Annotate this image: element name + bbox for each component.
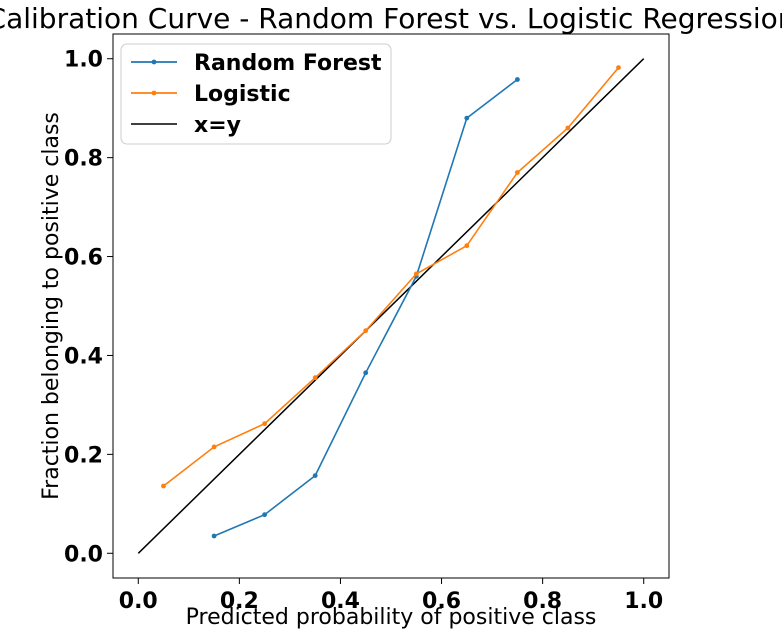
x-tick-label: 0.8 [523,589,562,614]
data-point [312,473,318,478]
legend-item: x=y [131,113,241,138]
data-point [262,421,267,427]
data-point [262,512,267,518]
x-tick-label: 0.6 [422,589,461,614]
data-point [211,533,217,539]
y-tick-label: 0.8 [64,147,103,172]
x-tick-label: 0.2 [220,589,259,614]
data-point [363,370,369,376]
data-point [515,77,520,82]
y-tick-label: 1.0 [64,48,103,73]
plot-frame [112,33,670,579]
series-random-forest [211,77,520,539]
chart-title: Calibration Curve - Random Forest vs. Lo… [0,2,782,35]
data-point [515,170,520,175]
legend: Random Forest Logistic x=y [120,43,392,145]
data-point [363,328,369,334]
data-point [161,483,166,489]
data-point [565,125,571,131]
data-point [464,243,470,249]
legend-label: x=y [194,113,241,138]
y-tick-label: 0.0 [64,542,103,567]
legend-item: Random Forest [131,51,382,76]
data-point [616,65,621,70]
data-point [211,444,217,450]
series-line [163,67,620,487]
x-axis: 0.0 0.2 0.4 0.6 0.8 1.0 [119,578,663,614]
x-tick-label: 0.4 [321,589,360,614]
plot-area: 0.0 0.2 0.4 0.6 0.8 1.0 0.0 0.2 0.4 0.6 0.8 1.0 [64,33,670,614]
legend-label: Random Forest [194,51,382,76]
y-tick-label: 0.2 [64,443,103,468]
y-axis: 0.0 0.2 0.4 0.6 0.8 1.0 [64,48,113,567]
legend-item: Logistic [131,82,291,107]
series-layer [137,58,645,554]
x-axis-label: Predicted probability of positive class [186,605,597,630]
data-point [312,375,318,381]
series-logistic [161,65,621,489]
series-line [213,78,518,537]
y-tick-label: 0.6 [64,246,103,271]
y-axis-label: Fraction belonging to positive class [39,112,64,500]
y-tick-label: 0.4 [64,344,103,369]
legend-marker [151,90,157,96]
series-x-y [137,58,645,554]
legend-box [120,43,392,145]
legend-marker [151,59,157,65]
x-tick-label: 1.0 [624,589,663,614]
x-tick-label: 0.0 [119,589,158,614]
data-point [464,115,470,121]
series-line [137,58,645,554]
data-point [413,271,419,277]
legend-label: Logistic [194,82,291,107]
